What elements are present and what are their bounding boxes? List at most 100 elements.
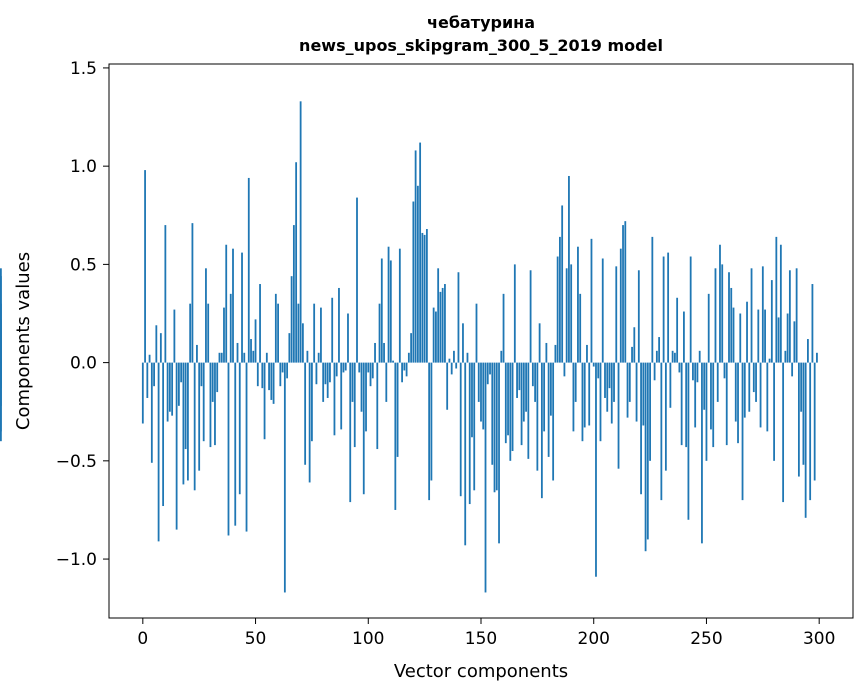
- bar-252: [710, 362, 712, 430]
- bar-0: [141, 362, 144, 424]
- bar-102: [371, 362, 374, 379]
- bar-168: [520, 362, 523, 446]
- bar-42: [236, 342, 239, 363]
- bar-35: [220, 352, 223, 363]
- bar-240: [683, 311, 685, 363]
- bar-97: [360, 362, 363, 412]
- plot-frame: [108, 63, 854, 619]
- x-tick-label: 50: [245, 629, 267, 649]
- y-tick-label: −0.5: [56, 452, 97, 472]
- bar-45: [243, 352, 246, 363]
- bar-270: [750, 268, 753, 363]
- bar-138: [453, 350, 455, 363]
- bar-266: [741, 362, 744, 501]
- bar-62: [281, 362, 284, 373]
- bar-268: [746, 301, 748, 363]
- bar-236: [673, 352, 676, 363]
- bar-46: [245, 362, 248, 532]
- bar-112: [394, 362, 397, 510]
- bar-157: [495, 362, 498, 491]
- bar-226: [651, 236, 654, 363]
- bar-76: [313, 303, 316, 363]
- bar-43: [238, 362, 241, 495]
- bar-154: [489, 362, 491, 375]
- bar-189: [568, 175, 570, 363]
- bar-193: [577, 246, 579, 363]
- bar-7: [157, 362, 160, 542]
- bar-93: [351, 362, 354, 402]
- bar-33: [216, 362, 219, 393]
- bar-205: [604, 362, 606, 398]
- bar-100: [367, 362, 370, 373]
- bar-86: [335, 362, 338, 377]
- bar-123: [419, 142, 422, 363]
- bar-211: [617, 362, 620, 469]
- y-tick-label: 1.5: [70, 59, 97, 79]
- bar-272: [755, 362, 757, 402]
- bar-116: [403, 362, 406, 371]
- bar-12: [168, 362, 171, 412]
- x-tick-label: 0: [137, 629, 148, 649]
- y-tick-label: −1.0: [56, 550, 97, 570]
- bar-166: [516, 362, 518, 398]
- bar-195: [581, 362, 584, 442]
- bar-127: [428, 362, 431, 501]
- bar-208: [610, 362, 613, 424]
- bar-177: [540, 362, 543, 499]
- bar-8: [159, 333, 162, 363]
- bar-160: [502, 293, 505, 363]
- bar-140: [457, 272, 460, 363]
- bar-201: [595, 362, 597, 577]
- bar-222: [642, 362, 645, 426]
- bar-185: [559, 236, 561, 363]
- bar-30: [209, 362, 212, 448]
- bar-73: [306, 350, 309, 363]
- bar-52: [259, 284, 261, 363]
- x-tick-label: 150: [465, 629, 497, 649]
- bar-235: [671, 350, 674, 363]
- x-axis-ticks: 0 50 100 150 200 250 300: [137, 618, 835, 649]
- bar-113: [396, 362, 399, 457]
- bar-247: [698, 350, 701, 363]
- bar-191: [572, 362, 575, 432]
- x-axis-label: Vector components: [394, 661, 568, 682]
- bar-3: [148, 354, 151, 363]
- bar-148: [475, 303, 478, 363]
- bar-169: [522, 362, 525, 422]
- bar-178: [543, 362, 546, 432]
- x-tick-label: 300: [803, 629, 835, 649]
- bar-41: [234, 362, 237, 526]
- bar-293: [802, 362, 805, 465]
- bar-60: [277, 303, 279, 363]
- bar-164: [511, 362, 514, 452]
- bar-137: [450, 362, 453, 375]
- bar-187: [563, 362, 566, 377]
- bar-153: [486, 362, 489, 385]
- bar-119: [410, 333, 413, 363]
- bar-89: [342, 362, 345, 373]
- bar-128: [430, 362, 433, 481]
- bar-28: [205, 268, 207, 363]
- bar-180: [547, 362, 550, 457]
- bar-20: [187, 362, 189, 481]
- bar-1: [144, 170, 146, 363]
- bar-99: [365, 362, 367, 432]
- bar-287: [788, 270, 791, 363]
- bar-25: [198, 362, 201, 471]
- bar-197: [586, 344, 588, 363]
- bar-299: [816, 352, 818, 363]
- bar-277: [766, 362, 769, 432]
- bar-105: [378, 303, 381, 363]
- bar-55: [265, 352, 268, 363]
- bar-135: [446, 362, 449, 410]
- bar-17: [180, 362, 183, 383]
- bar-184: [556, 256, 559, 363]
- bar-254: [714, 268, 717, 363]
- bar-16: [177, 362, 180, 406]
- bar-85: [333, 362, 336, 436]
- bar-188: [565, 268, 568, 363]
- y-tick-label: 0.0: [70, 354, 97, 374]
- bar-122: [416, 185, 419, 363]
- bar-215: [626, 362, 629, 418]
